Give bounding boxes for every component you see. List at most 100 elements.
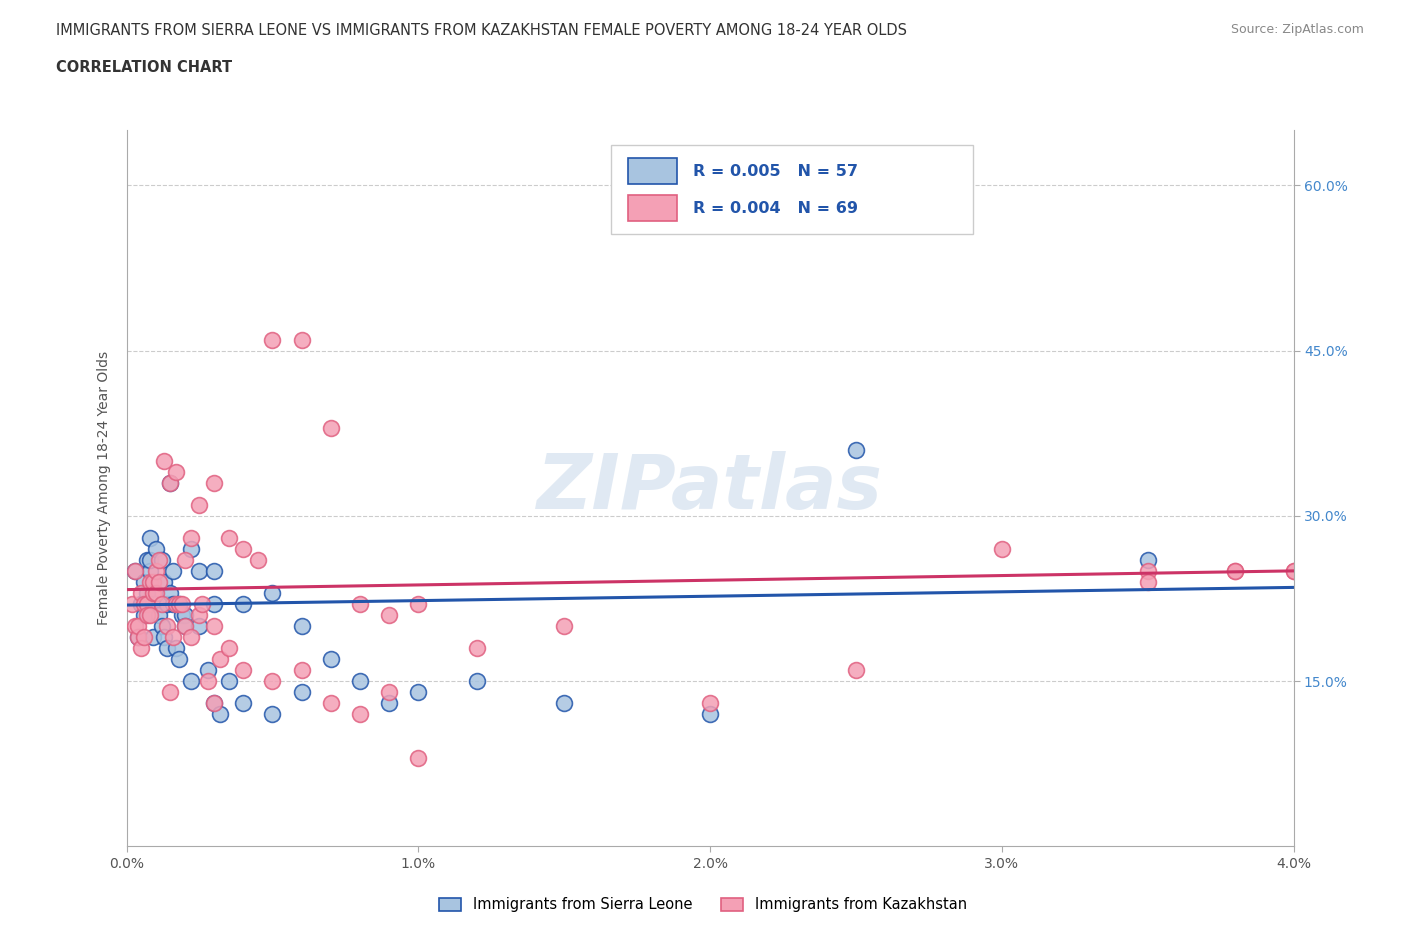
Point — [142, 575, 165, 590]
Point — [127, 630, 149, 644]
Point — [290, 684, 312, 699]
Point — [408, 751, 430, 765]
Point — [990, 541, 1012, 556]
Point — [202, 696, 225, 711]
Point — [129, 596, 152, 611]
Point — [139, 530, 162, 545]
Point — [319, 420, 342, 435]
Point — [174, 618, 197, 633]
Point — [148, 607, 170, 622]
Point — [232, 696, 254, 711]
Point — [156, 596, 179, 611]
Point — [202, 696, 225, 711]
Point — [218, 641, 240, 656]
Point — [1282, 564, 1305, 578]
Point — [142, 586, 165, 601]
Point — [124, 564, 146, 578]
Point — [262, 586, 284, 601]
Point — [378, 684, 401, 699]
Point — [262, 707, 284, 722]
Point — [132, 596, 155, 611]
Point — [180, 673, 202, 688]
Point — [148, 575, 170, 590]
Point — [319, 696, 342, 711]
FancyBboxPatch shape — [628, 195, 678, 221]
Point — [162, 596, 184, 611]
Text: ZIPatlas: ZIPatlas — [537, 451, 883, 525]
Point — [156, 641, 179, 656]
FancyBboxPatch shape — [610, 144, 973, 234]
Point — [188, 498, 211, 512]
Point — [170, 607, 193, 622]
Point — [1136, 552, 1159, 567]
Point — [162, 564, 184, 578]
Point — [197, 673, 219, 688]
Point — [145, 541, 167, 556]
Point — [145, 564, 167, 578]
Point — [290, 662, 312, 677]
Point — [136, 552, 159, 567]
Point — [1282, 564, 1305, 578]
Point — [153, 575, 176, 590]
Text: CORRELATION CHART: CORRELATION CHART — [56, 60, 232, 75]
Point — [170, 596, 193, 611]
Point — [699, 707, 721, 722]
Point — [232, 596, 254, 611]
FancyBboxPatch shape — [628, 158, 678, 184]
Point — [188, 607, 211, 622]
Point — [202, 564, 225, 578]
Point — [167, 596, 190, 611]
Point — [1136, 564, 1159, 578]
Point — [1136, 575, 1159, 590]
Point — [167, 596, 190, 611]
Point — [290, 332, 312, 347]
Point — [162, 630, 184, 644]
Point — [378, 607, 401, 622]
Point — [845, 662, 868, 677]
Point — [121, 596, 143, 611]
Point — [262, 332, 284, 347]
Point — [218, 673, 240, 688]
Point — [202, 618, 225, 633]
Point — [197, 662, 219, 677]
Point — [159, 684, 181, 699]
Point — [845, 443, 868, 458]
Point — [159, 586, 181, 601]
Point — [129, 596, 152, 611]
Point — [153, 453, 176, 468]
Point — [174, 607, 197, 622]
Point — [165, 641, 187, 656]
Point — [1223, 564, 1247, 578]
Point — [150, 618, 173, 633]
Point — [127, 618, 149, 633]
Point — [319, 652, 342, 667]
Point — [174, 618, 197, 633]
Point — [165, 464, 187, 479]
Point — [349, 596, 371, 611]
Point — [408, 596, 430, 611]
Point — [139, 552, 162, 567]
Point — [153, 630, 176, 644]
Point — [202, 596, 225, 611]
Point — [180, 630, 202, 644]
Point — [129, 641, 152, 656]
Y-axis label: Female Poverty Among 18-24 Year Olds: Female Poverty Among 18-24 Year Olds — [97, 352, 111, 625]
Point — [127, 630, 149, 644]
Point — [148, 552, 170, 567]
Point — [378, 696, 401, 711]
Text: Source: ZipAtlas.com: Source: ZipAtlas.com — [1230, 23, 1364, 36]
Point — [174, 552, 197, 567]
Point — [145, 596, 167, 611]
Point — [159, 475, 181, 490]
Point — [188, 618, 211, 633]
Text: R = 0.004   N = 69: R = 0.004 N = 69 — [693, 201, 858, 216]
Text: IMMIGRANTS FROM SIERRA LEONE VS IMMIGRANTS FROM KAZAKHSTAN FEMALE POVERTY AMONG : IMMIGRANTS FROM SIERRA LEONE VS IMMIGRAN… — [56, 23, 907, 38]
Point — [132, 575, 155, 590]
Point — [139, 607, 162, 622]
Point — [159, 475, 181, 490]
Point — [232, 662, 254, 677]
Point — [553, 696, 575, 711]
Point — [145, 586, 167, 601]
Point — [132, 607, 155, 622]
Point — [202, 475, 225, 490]
